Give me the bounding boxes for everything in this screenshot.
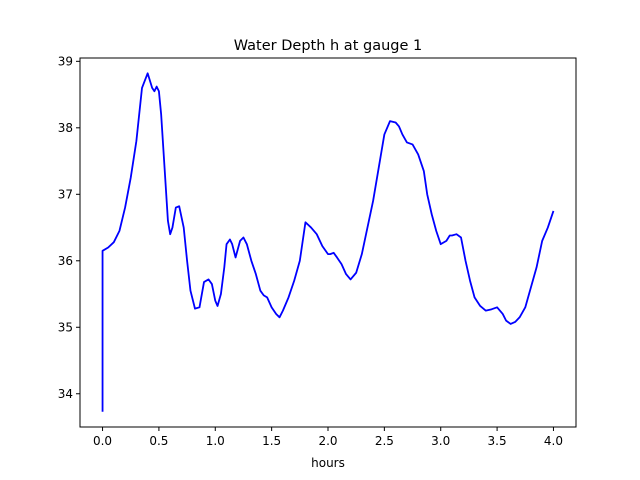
plot-area: [80, 58, 576, 427]
x-tick-label: 0.0: [93, 434, 112, 448]
chart-title: Water Depth h at gauge 1: [234, 38, 422, 54]
x-tick-label: 3.5: [488, 434, 507, 448]
y-tick-label: 34: [58, 387, 73, 401]
y-tick-label: 38: [58, 121, 73, 135]
y-tick-label: 37: [58, 187, 73, 201]
x-tick-label: 3.0: [431, 434, 450, 448]
x-tick-label: 2.0: [318, 434, 337, 448]
y-axis-ticks: 34 35 36 37 38 39: [58, 54, 80, 401]
x-tick-label: 1.0: [206, 434, 225, 448]
y-tick-label: 39: [58, 54, 73, 68]
y-tick-label: 35: [58, 320, 73, 334]
x-axis-label: hours: [311, 456, 345, 470]
x-axis-ticks: 0.0 0.5 1.0 1.5 2.0 2.5 3.0 3.5 4.0: [93, 427, 563, 448]
series-line: [101, 72, 555, 412]
x-tick-label: 0.5: [149, 434, 168, 448]
plot-frame: [79, 57, 577, 428]
x-tick-label: 2.5: [375, 434, 394, 448]
x-tick-label: 4.0: [544, 434, 563, 448]
y-tick-label: 36: [58, 254, 73, 268]
x-tick-label: 1.5: [262, 434, 281, 448]
